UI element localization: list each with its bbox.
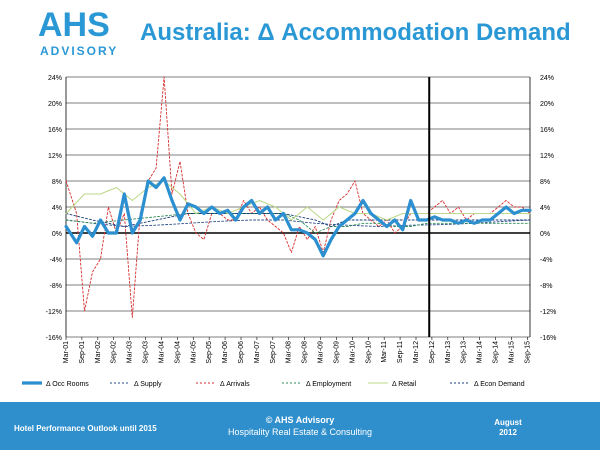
x-tick-label: Sep-15 (524, 341, 531, 364)
series-line (64, 176, 532, 258)
demand-chart: -16% -16% -12% -12% -8% -8% -4% -4% 0% 0% 4% 4% 8% 8%… (22, 75, 556, 388)
y-tick-label-right: -4% (540, 257, 552, 264)
logo-subtitle: ADVISORY (40, 44, 119, 58)
page-title: Australia: Δ Accommodation Demand (140, 19, 571, 46)
x-tick-label: Mar-04 (158, 341, 165, 363)
footer-copyright: © AHS Advisory Hospitality Real Estate &… (200, 414, 400, 438)
y-tick-label-right: -8% (540, 283, 552, 290)
y-tick-label-right: 20% (540, 101, 554, 108)
x-tick-label: Mar-09 (318, 341, 325, 363)
y-tick-label-right: -16% (540, 335, 556, 342)
footer-date: August 2012 (478, 418, 538, 438)
x-tick-label: Mar-03 (127, 341, 134, 363)
x-tick-label: Sep-03 (143, 341, 150, 364)
y-tick-label-right: 4% (540, 205, 550, 212)
legend-label: Δ Arrivals (220, 381, 250, 388)
x-tick-label: Mar-08 (286, 341, 293, 363)
legend-label: Δ Occ Rooms (46, 381, 89, 388)
x-tick-label: Sep-12 (429, 341, 436, 364)
y-tick-label-left: -12% (46, 309, 62, 316)
footer-date-month: August (494, 418, 522, 427)
x-tick-label: Sep-09 (333, 341, 340, 364)
y-tick-label-right: 0% (540, 231, 550, 238)
series-line (65, 180, 531, 221)
y-tick-label-right: 12% (540, 153, 554, 160)
x-tick-label: Mar-12 (413, 341, 420, 363)
legend-label: Δ Employment (306, 381, 351, 388)
x-tick-label: Mar-14 (477, 341, 484, 363)
x-tick-label: Mar-01 (63, 341, 70, 363)
y-tick-label-left: -4% (50, 257, 62, 264)
y-tick-label-left: 4% (52, 205, 62, 212)
series-line (65, 76, 531, 318)
x-tick-label: Sep-14 (493, 341, 500, 364)
legend-label: Δ Retail (392, 381, 417, 388)
x-tick-label: Sep-01 (79, 341, 86, 364)
logo-wordmark: AHS (38, 6, 110, 44)
x-tick-label: Sep-02 (111, 341, 118, 364)
y-tick-label-left: 16% (48, 127, 62, 134)
x-tick-label: Sep-05 (206, 341, 213, 364)
ahs-advisory-logo: AHS ADVISORY (38, 8, 130, 64)
legend-label: Δ Econ Demand (474, 381, 525, 388)
x-tick-label: Mar-05 (190, 341, 197, 363)
x-tick-label: Mar-02 (95, 341, 102, 363)
y-tick-label-right: 8% (540, 179, 550, 186)
x-tick-label: Mar-11 (381, 341, 388, 363)
x-tick-label: Sep-08 (302, 341, 309, 364)
x-tick-label: Mar-07 (254, 341, 261, 363)
legend-label: Δ Supply (134, 381, 162, 388)
y-tick-label-left: 20% (48, 101, 62, 108)
footer-date-year: 2012 (499, 428, 517, 437)
x-tick-label: Sep-06 (238, 341, 245, 364)
x-tick-label: Sep-04 (174, 341, 181, 364)
footer-copyright-line1: © AHS Advisory (265, 415, 335, 425)
y-tick-label-left: -8% (50, 283, 62, 290)
footer-copyright-line2: Hospitality Real Estate & Consulting (227, 427, 373, 437)
x-tick-label: Mar-15 (508, 341, 515, 363)
y-tick-label-right: 16% (540, 127, 554, 134)
x-tick-label: Mar-13 (445, 341, 452, 363)
x-tick-label: Sep-13 (461, 341, 468, 364)
x-tick-label: Mar-10 (349, 341, 356, 363)
y-tick-label-left: 8% (52, 179, 62, 186)
y-tick-label-left: 0% (52, 231, 62, 238)
y-tick-label-left: 12% (48, 153, 62, 160)
footer-report-title: Hotel Performance Outlook until 2015 (14, 424, 157, 433)
x-tick-label: Mar-06 (222, 341, 229, 363)
x-tick-label: Sep-07 (270, 341, 277, 364)
y-tick-label-left: 24% (48, 75, 62, 82)
y-tick-label-right: 24% (540, 75, 554, 82)
x-tick-label: Sep-11 (397, 341, 404, 363)
y-tick-label-right: -12% (540, 309, 556, 316)
footer-bar: Hotel Performance Outlook until 2015 © A… (0, 402, 600, 450)
x-tick-label: Sep-10 (365, 341, 372, 364)
y-tick-label-left: -16% (46, 335, 62, 342)
